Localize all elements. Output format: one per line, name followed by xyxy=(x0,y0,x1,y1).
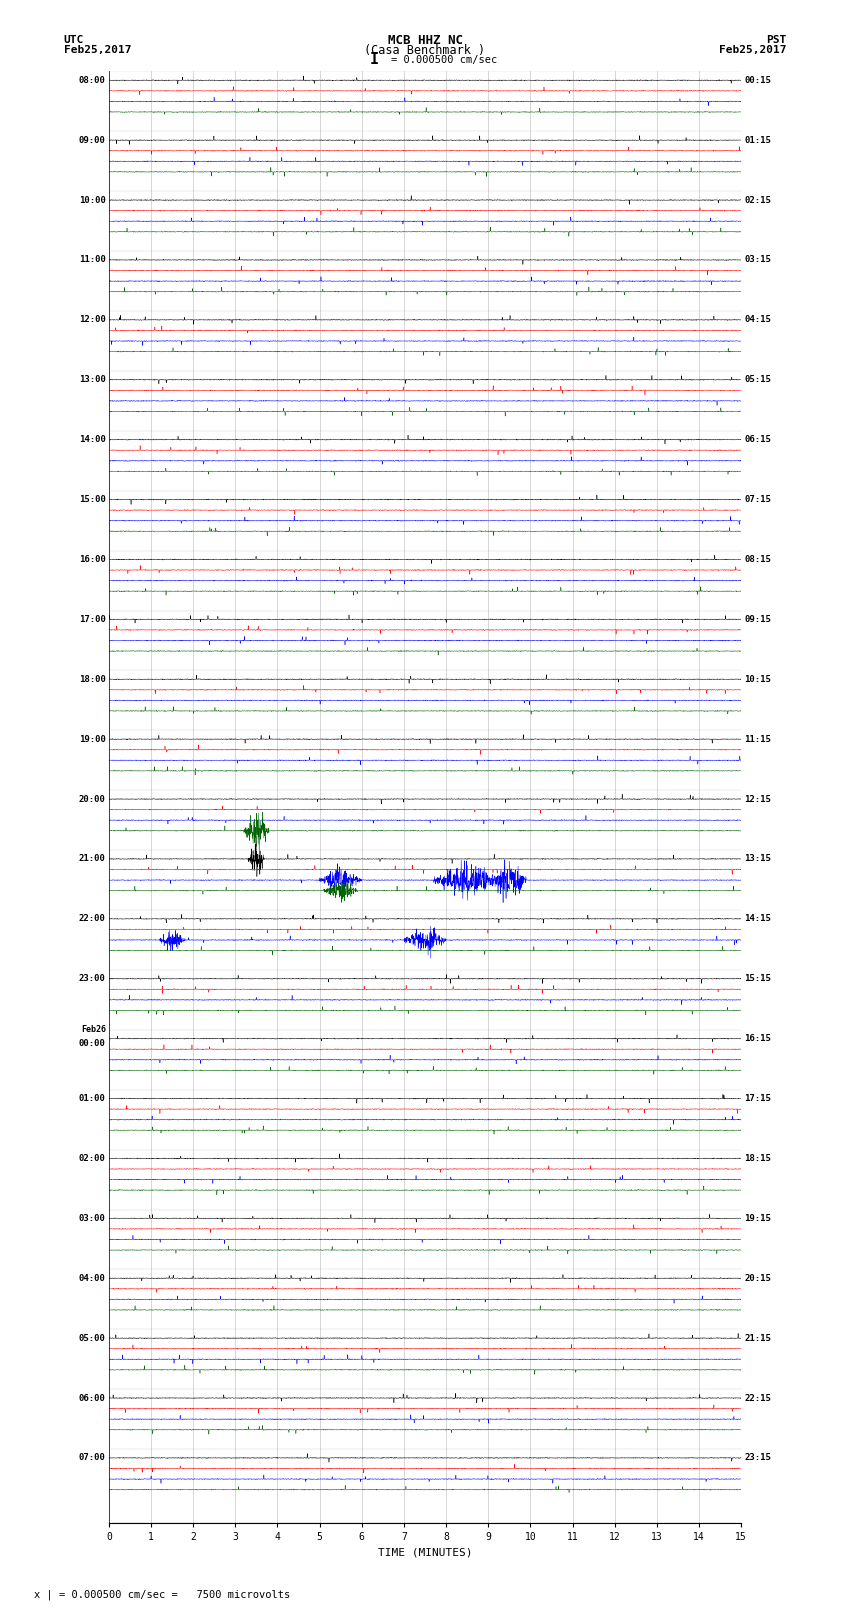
Text: 21:00: 21:00 xyxy=(79,855,105,863)
Text: 00:15: 00:15 xyxy=(745,76,771,85)
Text: UTC: UTC xyxy=(64,35,84,45)
Text: 03:15: 03:15 xyxy=(745,255,771,265)
X-axis label: TIME (MINUTES): TIME (MINUTES) xyxy=(377,1548,473,1558)
Text: 14:00: 14:00 xyxy=(79,436,105,444)
Text: 16:15: 16:15 xyxy=(745,1034,771,1044)
Text: Feb25,2017: Feb25,2017 xyxy=(64,45,131,55)
Text: 12:00: 12:00 xyxy=(79,316,105,324)
Text: 22:15: 22:15 xyxy=(745,1394,771,1403)
Text: Feb26: Feb26 xyxy=(81,1026,105,1034)
Text: 18:15: 18:15 xyxy=(745,1153,771,1163)
Text: = 0.000500 cm/sec: = 0.000500 cm/sec xyxy=(391,55,497,65)
Text: 07:00: 07:00 xyxy=(79,1453,105,1463)
Text: 23:15: 23:15 xyxy=(745,1453,771,1463)
Text: 15:15: 15:15 xyxy=(745,974,771,984)
Text: 09:00: 09:00 xyxy=(79,135,105,145)
Text: 11:00: 11:00 xyxy=(79,255,105,265)
Text: 19:00: 19:00 xyxy=(79,734,105,744)
Text: 18:00: 18:00 xyxy=(79,674,105,684)
Text: 04:00: 04:00 xyxy=(79,1274,105,1282)
Text: 15:00: 15:00 xyxy=(79,495,105,503)
Text: Feb25,2017: Feb25,2017 xyxy=(719,45,786,55)
Text: PST: PST xyxy=(766,35,786,45)
Text: 01:00: 01:00 xyxy=(79,1094,105,1103)
Text: MCB HHZ NC: MCB HHZ NC xyxy=(388,34,462,47)
Text: 14:15: 14:15 xyxy=(745,915,771,923)
Text: 03:00: 03:00 xyxy=(79,1215,105,1223)
Text: 08:00: 08:00 xyxy=(79,76,105,85)
Text: 02:00: 02:00 xyxy=(79,1153,105,1163)
Text: I: I xyxy=(370,52,378,68)
Text: 06:15: 06:15 xyxy=(745,436,771,444)
Text: 04:15: 04:15 xyxy=(745,316,771,324)
Text: 12:15: 12:15 xyxy=(745,795,771,803)
Text: x | = 0.000500 cm/sec =   7500 microvolts: x | = 0.000500 cm/sec = 7500 microvolts xyxy=(34,1589,290,1600)
Text: 05:15: 05:15 xyxy=(745,376,771,384)
Text: 07:15: 07:15 xyxy=(745,495,771,503)
Text: 01:15: 01:15 xyxy=(745,135,771,145)
Text: 23:00: 23:00 xyxy=(79,974,105,984)
Text: 13:15: 13:15 xyxy=(745,855,771,863)
Text: 22:00: 22:00 xyxy=(79,915,105,923)
Text: (Casa Benchmark ): (Casa Benchmark ) xyxy=(365,44,485,56)
Text: 17:00: 17:00 xyxy=(79,615,105,624)
Text: 21:15: 21:15 xyxy=(745,1334,771,1342)
Text: 08:15: 08:15 xyxy=(745,555,771,565)
Text: 02:15: 02:15 xyxy=(745,195,771,205)
Text: 00:00: 00:00 xyxy=(79,1039,105,1047)
Text: 16:00: 16:00 xyxy=(79,555,105,565)
Text: 13:00: 13:00 xyxy=(79,376,105,384)
Text: 17:15: 17:15 xyxy=(745,1094,771,1103)
Text: 10:00: 10:00 xyxy=(79,195,105,205)
Text: 10:15: 10:15 xyxy=(745,674,771,684)
Text: 20:00: 20:00 xyxy=(79,795,105,803)
Text: 20:15: 20:15 xyxy=(745,1274,771,1282)
Text: 11:15: 11:15 xyxy=(745,734,771,744)
Text: 05:00: 05:00 xyxy=(79,1334,105,1342)
Text: 19:15: 19:15 xyxy=(745,1215,771,1223)
Text: 06:00: 06:00 xyxy=(79,1394,105,1403)
Text: 09:15: 09:15 xyxy=(745,615,771,624)
